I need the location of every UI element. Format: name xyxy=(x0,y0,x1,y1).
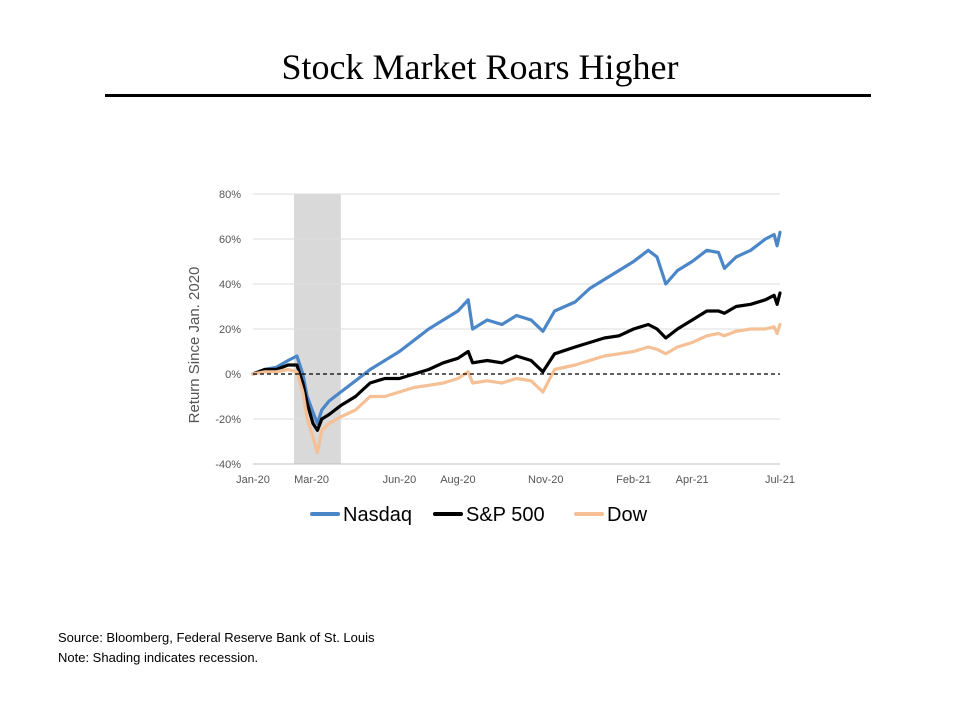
series-line-s-p-500 xyxy=(251,291,782,432)
x-tick-label: Feb-21 xyxy=(616,474,651,486)
source-note: Source: Bloomberg, Federal Reserve Bank … xyxy=(58,630,375,645)
y-tick-label: -20% xyxy=(215,414,241,426)
x-tick-label: Jun-20 xyxy=(383,474,417,486)
slide-title: Stock Market Roars Higher xyxy=(281,47,679,87)
series-line-nasdaq xyxy=(251,230,782,426)
title-divider xyxy=(105,94,871,97)
y-tick-label: 60% xyxy=(219,234,241,246)
y-tick-label: 40% xyxy=(219,279,241,291)
legend-label: S&P 500 xyxy=(466,504,545,526)
legend: Nasdaq S&P 500 Dow xyxy=(310,504,648,526)
x-tick-label: Apr-21 xyxy=(676,474,709,486)
y-tick-label: 20% xyxy=(219,324,241,336)
x-tick-label: Jan-20 xyxy=(236,474,270,486)
y-axis-title: Return Since Jan. 2020 xyxy=(186,267,203,424)
legend-label: Dow xyxy=(607,504,648,526)
x-tick-label: Jul-21 xyxy=(765,474,795,486)
shading-note: Note: Shading indicates recession. xyxy=(58,650,259,665)
legend-label: Nasdaq xyxy=(343,504,412,526)
y-tick-label: 80% xyxy=(219,189,241,201)
series-layer xyxy=(251,230,782,455)
tick-labels: 80% 60% 40% 20% 0% -20% -40% Jan-20 Mar-20 Jun-20… xyxy=(215,189,795,486)
x-tick-label: Nov-20 xyxy=(528,474,563,486)
y-tick-label: 0% xyxy=(225,369,241,381)
gridlines xyxy=(253,193,780,465)
line-chart: 80% 60% 40% 20% 0% -20% -40% Jan-20 Mar-20 Jun-20… xyxy=(186,189,795,526)
x-tick-label: Aug-20 xyxy=(440,474,475,486)
series-line-dow xyxy=(251,322,782,455)
y-tick-label: -40% xyxy=(215,459,241,471)
x-tick-label: Mar-20 xyxy=(294,474,329,486)
